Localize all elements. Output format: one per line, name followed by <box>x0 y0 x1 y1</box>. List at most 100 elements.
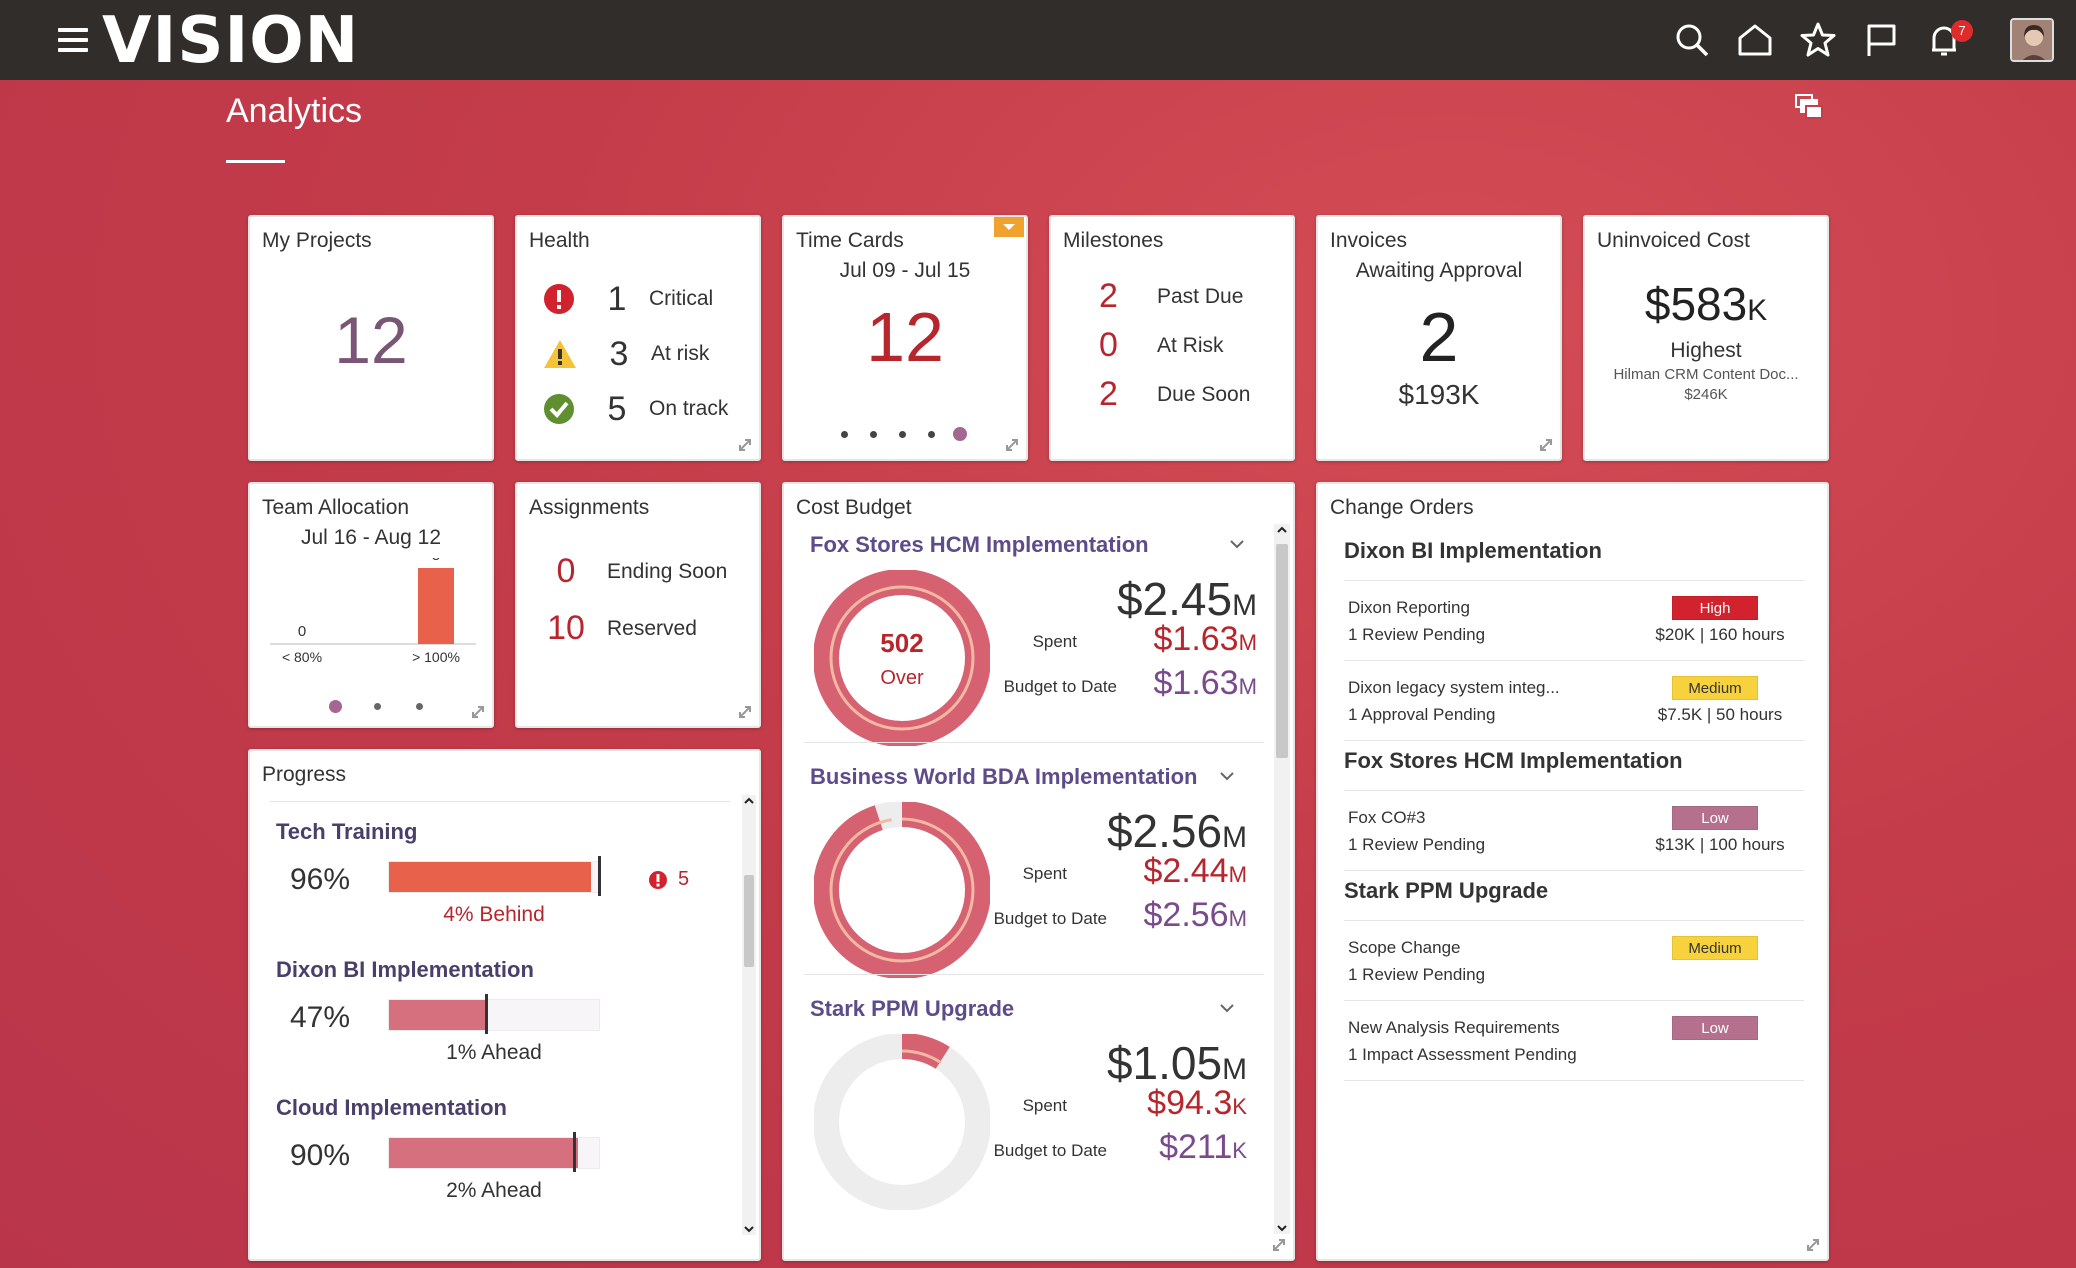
change-order-group-title[interactable]: Dixon BI Implementation <box>1344 538 1602 563</box>
uninvoiced-cost-card[interactable]: Uninvoiced Cost $583K Highest Hilman CRM… <box>1583 215 1829 461</box>
milestone-at-risk[interactable]: 0 At Risk <box>1099 326 1224 365</box>
card-title: Assignments <box>529 496 650 519</box>
scroll-up-icon[interactable] <box>743 795 755 807</box>
invoice-count: 2 <box>1419 298 1459 376</box>
health-on-track[interactable]: 5 On track <box>543 389 728 429</box>
chevron-down-icon[interactable] <box>1218 770 1236 782</box>
assignment-ending-soon[interactable]: 0 Ending Soon <box>541 552 728 591</box>
home-icon[interactable] <box>1735 20 1775 60</box>
project-count: 12 <box>334 303 408 377</box>
change-order-name[interactable]: Scope Change <box>1348 938 1461 957</box>
health-critical[interactable]: 1 Critical <box>543 279 713 319</box>
page-dot[interactable] <box>869 430 877 438</box>
donut-budget-ring <box>829 1049 975 1195</box>
resize-icon[interactable] <box>1004 437 1020 453</box>
resize-icon[interactable] <box>1805 1237 1821 1253</box>
chevron-down-icon[interactable] <box>1218 1002 1236 1014</box>
target-marker <box>484 994 488 1034</box>
page-dot[interactable] <box>415 702 423 710</box>
btd-value: $2.56 <box>1143 896 1229 934</box>
change-order-detail: $20K | 160 hours <box>1655 625 1785 644</box>
highest-amount: $246K <box>1684 386 1728 403</box>
resize-icon[interactable] <box>470 704 486 720</box>
bar-value-label: 5 <box>432 558 440 564</box>
notification-badge: 7 <box>1951 20 1973 42</box>
divider <box>804 974 1264 975</box>
budget-donut[interactable]: 502 Over <box>814 570 990 746</box>
scrollbar[interactable] <box>742 795 756 1235</box>
invoices-card[interactable]: Invoices Awaiting Approval 2 $193K <box>1316 215 1562 461</box>
cost-budget-card[interactable]: Cost Budget Fox Stores HCM Implementatio… <box>782 482 1295 1261</box>
menu-icon[interactable] <box>58 28 88 54</box>
scroll-up-icon[interactable] <box>1276 524 1288 536</box>
page-dot[interactable] <box>840 430 848 438</box>
progress-item-title[interactable]: Cloud Implementation <box>276 1095 507 1120</box>
change-order-group-title[interactable]: Stark PPM Upgrade <box>1344 878 1549 903</box>
assignment-reserved[interactable]: 10 Reserved <box>541 609 697 648</box>
change-orders-card[interactable]: Change Orders Dixon BI Implementation Dix… <box>1316 482 1829 1261</box>
spent-amount: $94.3K <box>1147 1084 1247 1123</box>
project-title[interactable]: Stark PPM Upgrade <box>810 996 1015 1021</box>
resize-icon[interactable] <box>1538 437 1554 453</box>
bar-value-label: 0 <box>298 623 306 640</box>
scroll-down-icon[interactable] <box>743 1223 755 1235</box>
resize-icon[interactable] <box>1271 1237 1287 1253</box>
budget-donut[interactable] <box>814 802 990 978</box>
critical-icon <box>544 284 574 314</box>
star-icon[interactable] <box>1798 20 1838 60</box>
app-logo[interactable]: VISION <box>102 4 360 78</box>
chevron-down-icon[interactable] <box>1228 538 1246 550</box>
scrollbar[interactable] <box>1274 524 1290 1234</box>
layers-icon[interactable] <box>1794 93 1824 123</box>
divider <box>1344 790 1804 791</box>
health-card[interactable]: Health 1 Critical 3 At risk 5 On track <box>515 215 761 461</box>
avatar[interactable] <box>2010 18 2054 62</box>
time-cards-card[interactable]: Time Cards Jul 09 - Jul 15 12 <box>782 215 1028 461</box>
label: At Risk <box>1157 333 1224 357</box>
issue-count[interactable]: 5 <box>678 868 690 890</box>
divider <box>804 742 1264 743</box>
page-dot[interactable] <box>953 427 967 441</box>
label: Ending Soon <box>607 559 728 583</box>
count: 2 <box>1099 277 1118 315</box>
milestones-card[interactable]: Milestones 2 Past Due 0 At Risk 2 Due Soon <box>1049 215 1295 461</box>
progress-fill <box>389 1000 488 1030</box>
search-icon[interactable] <box>1672 20 1712 60</box>
allocation-chart: 0 < 80% 5 > 100% <box>270 558 476 665</box>
allocation-bar[interactable] <box>418 568 454 644</box>
milestone-past-due[interactable]: 2 Past Due <box>1099 277 1243 316</box>
time-card-count: 12 <box>866 298 944 376</box>
progress-bar <box>388 856 601 896</box>
page-dot[interactable] <box>373 702 381 710</box>
progress-item-title[interactable]: Dixon BI Implementation <box>276 957 534 982</box>
resize-icon[interactable] <box>737 704 753 720</box>
change-order-name[interactable]: New Analysis Requirements <box>1348 1018 1560 1037</box>
donut-budget-ring <box>829 585 975 731</box>
scroll-thumb[interactable] <box>1276 544 1288 758</box>
scroll-down-icon[interactable] <box>1276 1222 1288 1234</box>
budget-donut[interactable] <box>814 1034 990 1210</box>
team-allocation-card[interactable]: Team Allocation Jul 16 - Aug 12 0 < 80% 5 >… <box>248 482 494 728</box>
progress-card[interactable]: Progress Tech Training 96% 5 4% Behind D… <box>248 749 761 1261</box>
page-dot[interactable] <box>328 699 342 713</box>
assignments-card[interactable]: Assignments 0 Ending Soon 10 Reserved <box>515 482 761 728</box>
change-order-status: 1 Review Pending <box>1348 965 1486 984</box>
change-order-status: 1 Review Pending <box>1348 835 1486 854</box>
my-projects-card[interactable]: My Projects 12 <box>248 215 494 461</box>
change-order-name[interactable]: Fox CO#3 <box>1348 808 1426 827</box>
progress-item-title[interactable]: Tech Training <box>276 819 418 844</box>
flag-icon[interactable] <box>1861 20 1901 60</box>
page-dot[interactable] <box>898 430 906 438</box>
dropdown-icon[interactable] <box>994 217 1024 237</box>
change-order-name[interactable]: Dixon legacy system integ... <box>1348 678 1560 697</box>
spent-unit: K <box>1232 1094 1247 1119</box>
scroll-thumb[interactable] <box>744 875 754 967</box>
health-at-risk[interactable]: 3 At risk <box>543 334 709 374</box>
resize-icon[interactable] <box>737 437 753 453</box>
milestone-due-soon[interactable]: 2 Due Soon <box>1099 375 1250 414</box>
project-title[interactable]: Fox Stores HCM Implementation <box>810 532 1149 557</box>
project-title[interactable]: Business World BDA Implementation <box>810 764 1198 789</box>
change-order-group-title[interactable]: Fox Stores HCM Implementation <box>1344 748 1683 773</box>
change-order-name[interactable]: Dixon Reporting <box>1348 598 1470 617</box>
page-dot[interactable] <box>927 430 935 438</box>
